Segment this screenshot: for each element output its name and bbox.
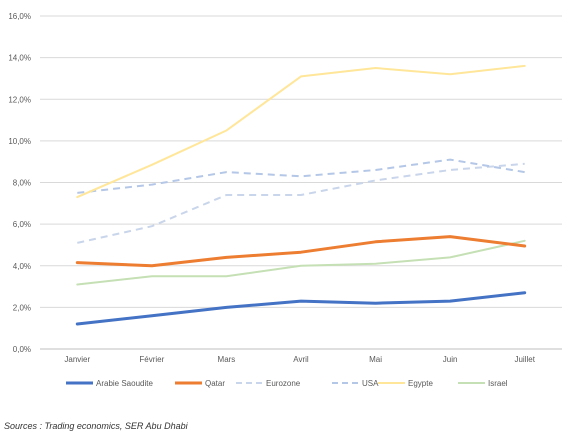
x-tick-label: Juillet <box>514 355 535 364</box>
y-tick-label: 12,0% <box>8 95 31 104</box>
series-line-israel <box>76 239 526 286</box>
legend-label: Eurozone <box>266 379 301 388</box>
series-lines <box>75 64 527 326</box>
legend: Arabie Saoudite Qatar Eurozone USA Egypte Isr… <box>66 379 508 388</box>
y-tick-label: 4,0% <box>13 262 31 271</box>
series-line-qatar <box>75 235 527 268</box>
x-tick-label: Avril <box>293 355 309 364</box>
source-note: Sources : Trading economics, SER Abu Dha… <box>4 421 188 431</box>
x-tick-label: Janvier <box>64 355 90 364</box>
series-line-usa <box>77 158 525 194</box>
legend-label: Egypte <box>408 379 433 388</box>
legend-label: Israel <box>488 379 508 388</box>
series-line-arabie-saoudite <box>75 291 527 326</box>
x-axis-tick-labels: Janvier Février Mars Avril Mai Juin Juillet <box>64 355 535 364</box>
y-tick-label: 14,0% <box>8 54 31 63</box>
x-tick-label: Juin <box>443 355 458 364</box>
legend-label: Qatar <box>205 379 225 388</box>
series-line-egypte <box>76 64 526 199</box>
y-tick-label: 16,0% <box>8 12 31 21</box>
series-line-eurozone <box>77 162 525 244</box>
y-axis-tick-labels: 0,0% 2,0% 4,0% 6,0% 8,0% 10,0% 12,0% 14,0% 16,0% <box>8 12 31 354</box>
legend-label: Arabie Saoudite <box>96 379 153 388</box>
x-tick-label: Mars <box>218 355 236 364</box>
gridlines <box>40 15 562 350</box>
x-tick-label: Février <box>139 355 164 364</box>
line-chart: 0,0% 2,0% 4,0% 6,0% 8,0% 10,0% 12,0% 14,0% 16,0%… <box>8 12 562 388</box>
x-tick-label: Mai <box>369 355 382 364</box>
y-tick-label: 8,0% <box>13 179 31 188</box>
y-tick-label: 0,0% <box>13 345 31 354</box>
y-tick-label: 2,0% <box>13 303 31 312</box>
legend-label: USA <box>362 379 379 388</box>
y-tick-label: 6,0% <box>13 220 31 229</box>
y-tick-label: 10,0% <box>8 137 31 146</box>
